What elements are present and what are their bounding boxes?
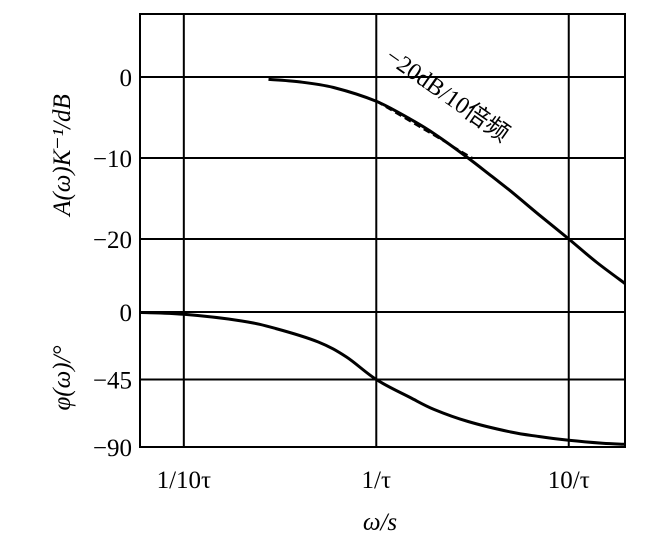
magnitude-curve — [268, 77, 626, 285]
phase-y-tick-label-2: −90 — [93, 435, 132, 462]
phase-y-axis-label: φ(ω)/° — [49, 345, 76, 410]
magnitude-y-tick-label-1: −10 — [93, 146, 132, 173]
asymptote-dashed-line — [375, 100, 473, 159]
plot-frame — [139, 13, 626, 448]
phase-curve — [139, 310, 626, 446]
x-axis-label: ω/s — [363, 509, 397, 536]
x-tick-label-1: 1/τ — [362, 467, 392, 494]
grid-lines — [140, 14, 625, 447]
x-tick-label-0: 1/10τ — [157, 467, 212, 494]
tick-labels: 0 −10 −20 0 −45 −90 1/10τ 1/τ 10/τ — [93, 65, 590, 494]
slope-annotation: −20dB/10倍频 — [381, 43, 515, 148]
curves — [139, 77, 626, 446]
magnitude-y-axis-label: A(ω)K⁻¹/dB — [49, 94, 76, 218]
phase-y-tick-label-0: 0 — [120, 300, 133, 327]
magnitude-y-tick-label-0: 0 — [120, 65, 133, 92]
phase-y-tick-label-1: −45 — [93, 368, 132, 395]
plot-border — [139, 13, 626, 448]
x-tick-label-2: 10/τ — [548, 467, 590, 494]
magnitude-y-tick-label-2: −20 — [93, 227, 132, 254]
